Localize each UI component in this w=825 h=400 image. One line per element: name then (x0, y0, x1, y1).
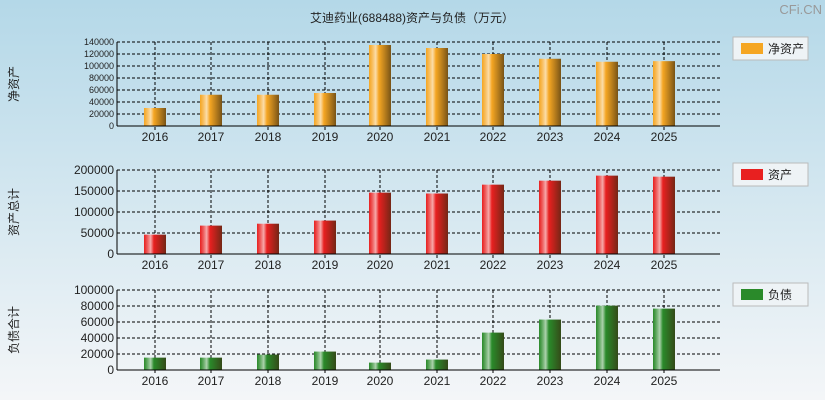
y-tick-label: 120000 (84, 49, 114, 59)
x-tick-label: 2022 (480, 130, 507, 144)
bar-shade (314, 220, 336, 254)
y-tick-label: 0 (107, 247, 114, 261)
bar-shade (369, 45, 391, 126)
x-tick-label: 2020 (367, 258, 394, 272)
x-tick-label: 2022 (480, 374, 507, 388)
x-tick-label: 2024 (594, 258, 621, 272)
chart-title: 艾迪药业(688488)资产与负债（万元） (310, 11, 514, 25)
bar-shade (314, 93, 336, 126)
bar-shade (200, 225, 222, 254)
legend-label: 资产 (768, 168, 792, 182)
y-tick-label: 100000 (74, 283, 114, 297)
y-tick-label: 0 (109, 121, 114, 131)
y-tick-label: 40000 (89, 97, 114, 107)
legend-box (732, 36, 809, 61)
y-axis-title: 净资产 (7, 66, 21, 102)
y-axis-title: 负债合计 (6, 306, 21, 354)
x-tick-label: 2017 (198, 374, 225, 388)
bar-shade (144, 357, 166, 370)
bar-shade (539, 319, 561, 370)
y-tick-label: 80000 (81, 299, 115, 313)
x-tick-label: 2019 (312, 130, 339, 144)
bar-shade (200, 357, 222, 370)
bar-shade (482, 54, 504, 126)
y-tick-label: 100000 (84, 61, 114, 71)
legend-box (732, 162, 809, 187)
bar-shade (257, 354, 279, 370)
bar-shade (653, 61, 675, 127)
x-tick-label: 2022 (480, 258, 507, 272)
legend-label: 负债 (768, 288, 792, 302)
x-tick-label: 2023 (537, 374, 564, 388)
legend-swatch (741, 43, 763, 54)
y-tick-label: 20000 (89, 109, 114, 119)
legend-swatch (741, 289, 763, 300)
bar-shade (426, 359, 448, 370)
x-tick-label: 2018 (255, 130, 282, 144)
x-tick-label: 2020 (367, 130, 394, 144)
y-tick-label: 50000 (81, 226, 115, 240)
bar-shade (257, 94, 279, 126)
bar-shade (426, 193, 448, 254)
y-tick-label: 200000 (74, 163, 114, 177)
x-tick-label: 2023 (537, 258, 564, 272)
bar-shade (200, 94, 222, 126)
x-tick-label: 2018 (255, 374, 282, 388)
x-tick-label: 2019 (312, 374, 339, 388)
bar-shade (653, 308, 675, 370)
x-tick-label: 2019 (312, 258, 339, 272)
bar-shade (653, 176, 675, 254)
x-tick-label: 2021 (424, 374, 451, 388)
x-tick-label: 2021 (424, 258, 451, 272)
y-tick-label: 0 (107, 363, 114, 377)
bar-shade (482, 332, 504, 370)
legend-box (732, 282, 809, 307)
x-tick-label: 2025 (651, 374, 678, 388)
y-tick-label: 100000 (74, 205, 114, 219)
x-tick-label: 2016 (142, 374, 169, 388)
legend-label: 净资产 (768, 42, 804, 56)
y-axis-title: 资产总计 (7, 188, 21, 236)
y-tick-label: 60000 (81, 315, 115, 329)
bar-shade (314, 351, 336, 370)
watermark: CFi.CN (779, 2, 822, 17)
x-tick-label: 2016 (142, 130, 169, 144)
x-tick-label: 2017 (198, 130, 225, 144)
y-tick-label: 20000 (81, 347, 115, 361)
y-tick-label: 80000 (89, 73, 114, 83)
bar-shade (257, 223, 279, 254)
x-tick-label: 2020 (367, 374, 394, 388)
bar-shade (482, 184, 504, 254)
y-tick-label: 150000 (74, 184, 114, 198)
bar-shade (426, 48, 448, 126)
x-tick-label: 2018 (255, 258, 282, 272)
y-tick-label: 40000 (81, 331, 115, 345)
y-tick-label: 140000 (84, 37, 114, 47)
x-tick-label: 2017 (198, 258, 225, 272)
x-tick-label: 2016 (142, 258, 169, 272)
x-tick-label: 2023 (537, 130, 564, 144)
bar-shade (596, 175, 618, 254)
bar-shade (144, 234, 166, 254)
bar-shade (596, 61, 618, 126)
bar-shade (144, 108, 166, 126)
y-tick-label: 60000 (89, 85, 114, 95)
bar-shade (596, 305, 618, 370)
bar-shade (369, 362, 391, 370)
bar-shade (539, 58, 561, 126)
x-tick-label: 2024 (594, 130, 621, 144)
bar-shade (539, 180, 561, 254)
x-tick-label: 2024 (594, 374, 621, 388)
legend-swatch (741, 169, 763, 180)
x-tick-label: 2021 (424, 130, 451, 144)
x-tick-label: 2025 (651, 130, 678, 144)
x-tick-label: 2025 (651, 258, 678, 272)
bar-shade (369, 192, 391, 254)
